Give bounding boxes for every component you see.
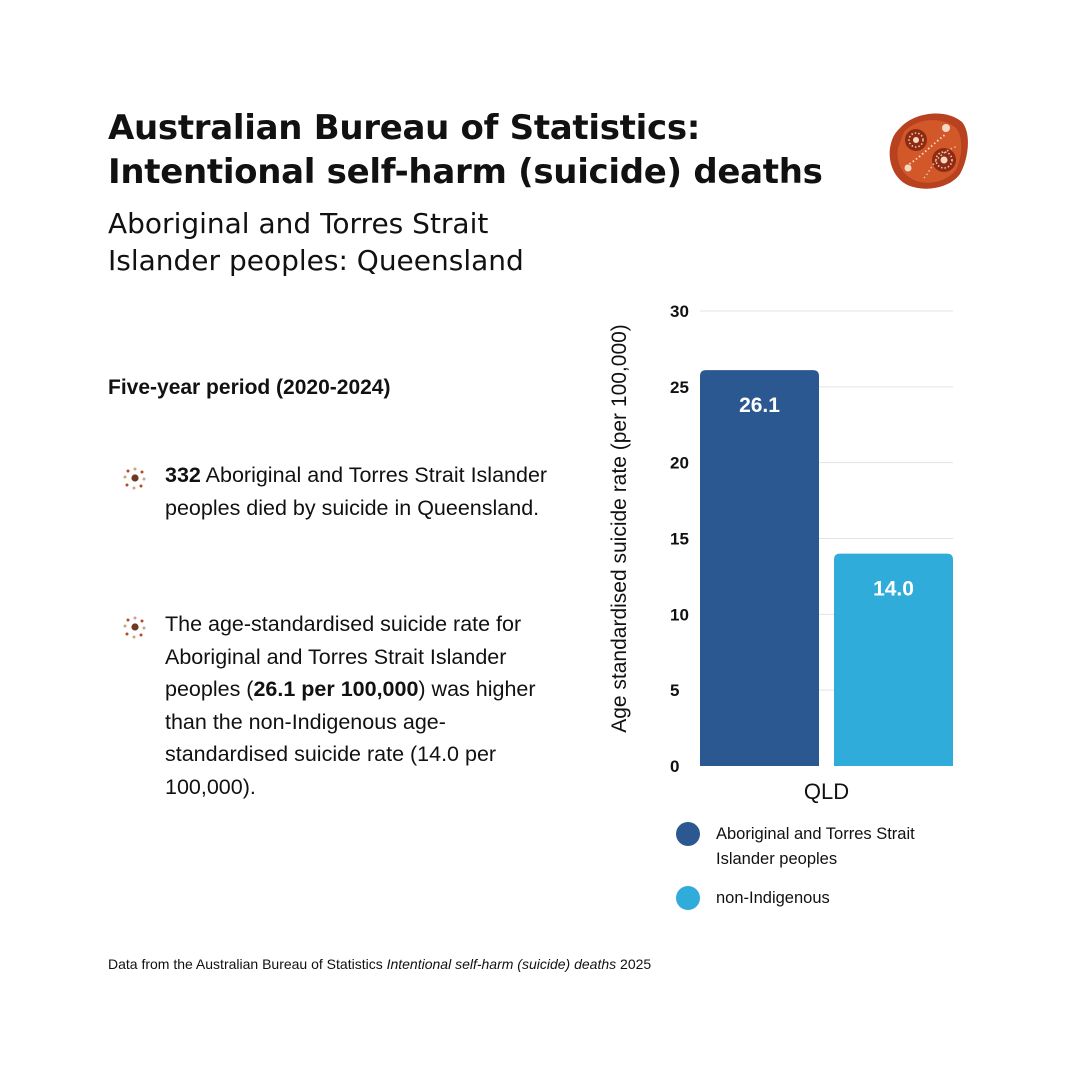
y-tick-label: 25 bbox=[670, 378, 689, 397]
y-tick-label: 10 bbox=[670, 605, 689, 624]
bar-value-label: 14.0 bbox=[873, 578, 914, 601]
source-note: Data from the Australian Bureau of Stati… bbox=[108, 956, 651, 972]
legend-label-non-indigenous: non-Indigenous bbox=[716, 889, 830, 907]
title-line-1: Australian Bureau of Statistics: bbox=[108, 108, 701, 148]
y-tick-label: 30 bbox=[670, 302, 689, 321]
period-label: Five-year period (2020-2024) bbox=[108, 376, 391, 399]
bar-non-indigenous bbox=[834, 553, 953, 766]
y-tick-label: 0 bbox=[670, 757, 679, 776]
subtitle-line-2: Islander peoples: Queensland bbox=[108, 244, 524, 277]
legend-item-indigenous: Aboriginal and Torres Strait Islander pe… bbox=[676, 822, 966, 872]
bullet-rate-text: The age-standardised suicide rate for Ab… bbox=[165, 608, 565, 803]
bar-chart: 0 5 10 15 20 25 30 26.1 14.0 QLD Age standardised… bbox=[608, 302, 953, 804]
x-category-label: QLD bbox=[804, 779, 849, 804]
title-line-2: Intentional self-harm (suicide) deaths bbox=[108, 152, 823, 192]
legend-swatch-non-indigenous bbox=[676, 886, 700, 910]
y-tick-label: 5 bbox=[670, 681, 679, 700]
rate-text-before: The age-standardised suicide rate for Ab… bbox=[165, 612, 522, 701]
dot-circle-icon bbox=[123, 616, 146, 639]
rate-text-after: ) was higher than the non-Indigenous age… bbox=[165, 677, 536, 799]
y-tick-label: 20 bbox=[670, 454, 689, 473]
legend-swatch-indigenous bbox=[676, 822, 700, 846]
bar-value-label: 26.1 bbox=[739, 394, 780, 417]
y-tick-label: 15 bbox=[670, 530, 689, 549]
rate-value: 26.1 per 100,000 bbox=[253, 677, 419, 701]
legend-label-indigenous: Aboriginal and Torres Strait Islander pe… bbox=[716, 825, 915, 868]
deaths-description: Aboriginal and Torres Strait Islander pe… bbox=[165, 463, 548, 520]
subtitle-line-1: Aboriginal and Torres Strait bbox=[108, 207, 489, 240]
dot-painting-stone-icon bbox=[889, 113, 968, 189]
y-axis-label: Age standardised suicide rate (per 100,0… bbox=[608, 324, 631, 733]
bullet-deaths-text: 332 Aboriginal and Torres Strait Islande… bbox=[165, 459, 565, 524]
source-prefix: Data from the Australian Bureau of Stati… bbox=[108, 956, 387, 972]
page-title: Australian Bureau of Statistics: Intenti… bbox=[108, 106, 868, 194]
chart-bars bbox=[700, 370, 953, 766]
legend-item-non-indigenous: non-Indigenous bbox=[676, 886, 966, 911]
source-suffix: 2025 bbox=[616, 956, 652, 972]
page-subtitle: Aboriginal and Torres Strait Islander pe… bbox=[108, 205, 588, 279]
bar-aboriginal-and-torres-strait-islander-peoples bbox=[700, 370, 819, 766]
chart-labels: 0 5 10 15 20 25 30 26.1 14.0 QLD bbox=[670, 302, 914, 804]
dot-circle-icon bbox=[123, 467, 146, 490]
deaths-count: 332 bbox=[165, 463, 201, 487]
source-title: Intentional self-harm (suicide) deaths bbox=[386, 956, 617, 972]
